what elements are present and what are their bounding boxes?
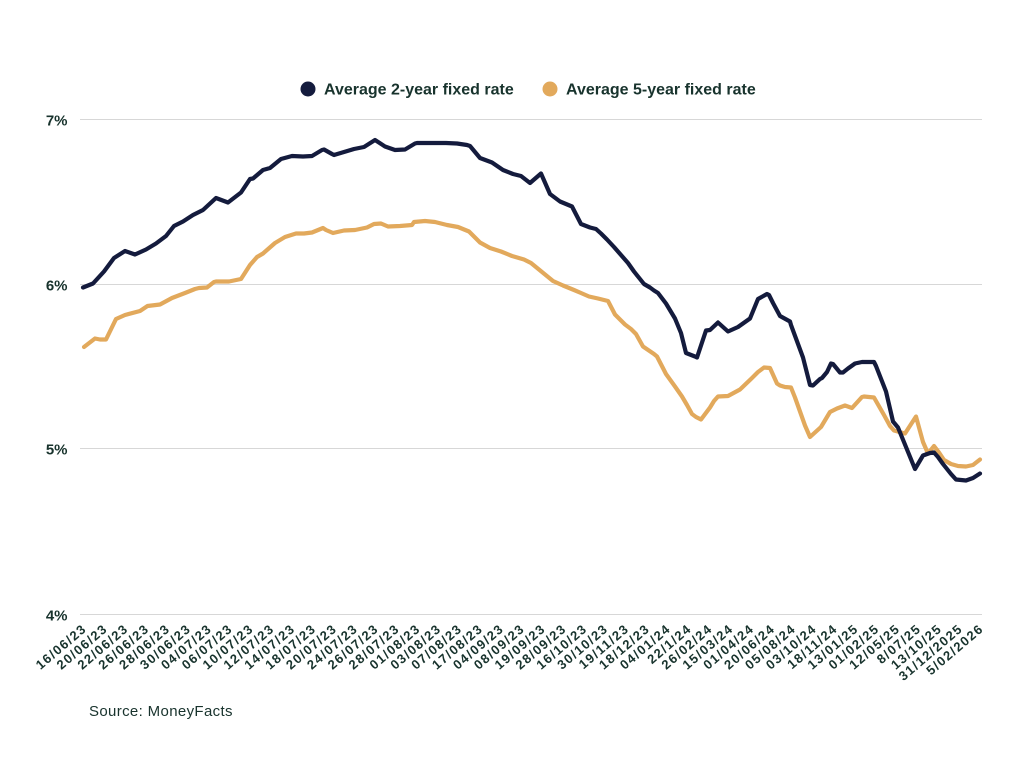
svg-text:4%: 4% — [46, 607, 68, 624]
svg-text:7%: 7% — [46, 112, 68, 129]
svg-text:5%: 5% — [46, 441, 68, 458]
svg-text:Average 5-year fixed rate: Average 5-year fixed rate — [566, 82, 756, 99]
svg-text:Average 2-year fixed rate: Average 2-year fixed rate — [324, 82, 514, 99]
svg-text:Source: MoneyFacts: Source: MoneyFacts — [89, 703, 233, 720]
svg-text:6%: 6% — [46, 277, 68, 294]
